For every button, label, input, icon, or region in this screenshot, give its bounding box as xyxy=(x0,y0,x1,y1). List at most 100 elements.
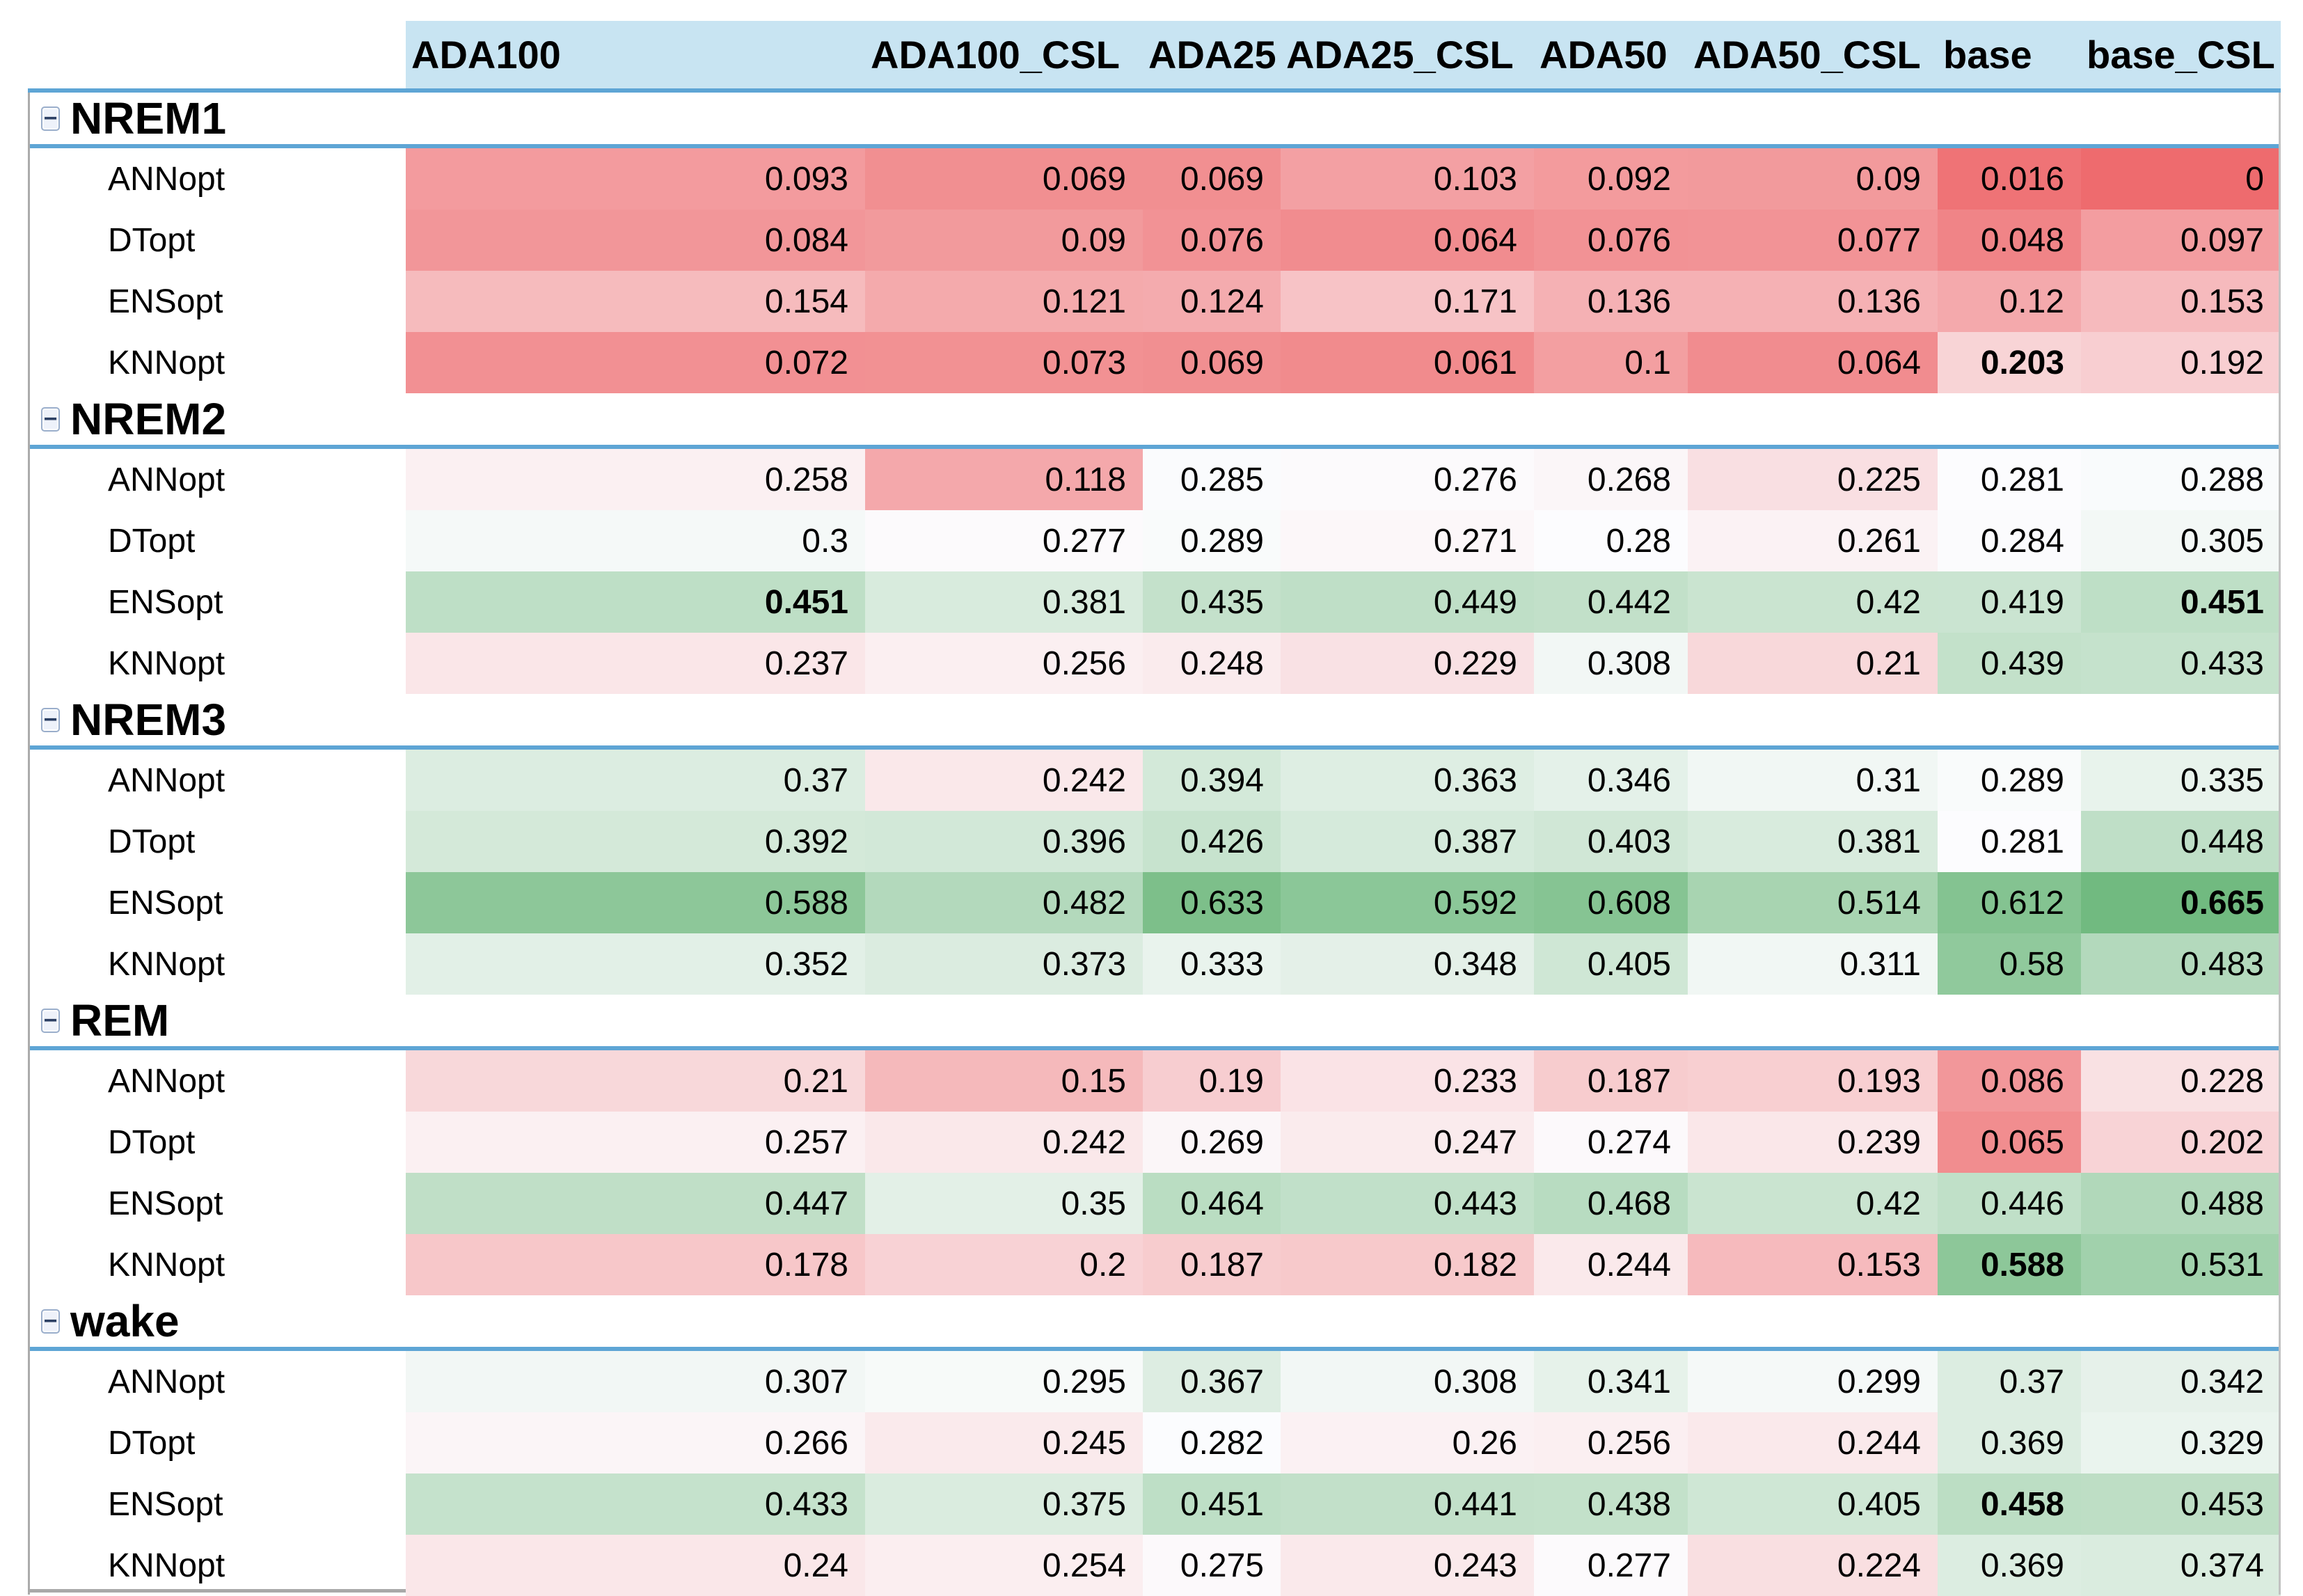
value-cell[interactable]: 0.233 xyxy=(1281,1050,1534,1112)
value-cell[interactable]: 0.285 xyxy=(1143,449,1281,510)
group-row[interactable]: − REM xyxy=(28,995,2281,1046)
value-cell[interactable]: 0.488 xyxy=(2081,1173,2281,1234)
value-cell[interactable]: 0.086 xyxy=(1938,1050,2081,1112)
value-cell[interactable]: 0.24 xyxy=(406,1535,865,1596)
value-cell[interactable]: 0.26 xyxy=(1281,1412,1534,1473)
value-cell[interactable]: 0.37 xyxy=(1938,1351,2081,1412)
value-cell[interactable]: 0.288 xyxy=(2081,449,2281,510)
column-header-base[interactable]: base xyxy=(1938,21,2081,88)
value-cell[interactable]: 0.42 xyxy=(1688,1173,1938,1234)
column-header-base_CSL[interactable]: base_CSL xyxy=(2081,21,2281,88)
value-cell[interactable]: 0.187 xyxy=(1534,1050,1688,1112)
value-cell[interactable]: 0.15 xyxy=(865,1050,1143,1112)
column-header-ADA25[interactable]: ADA25 xyxy=(1143,21,1281,88)
value-cell[interactable]: 0.426 xyxy=(1143,811,1281,872)
value-cell[interactable]: 0.21 xyxy=(1688,633,1938,694)
value-cell[interactable]: 0.281 xyxy=(1938,449,2081,510)
row-label[interactable]: KNNopt xyxy=(28,633,406,694)
value-cell[interactable]: 0.2 xyxy=(865,1234,1143,1295)
group-row[interactable]: − wake xyxy=(28,1295,2281,1347)
group-row[interactable]: − NREM1 xyxy=(28,93,2281,144)
value-cell[interactable]: 0 xyxy=(2081,148,2281,210)
value-cell[interactable]: 0.458 xyxy=(1938,1473,2081,1535)
value-cell[interactable]: 0.247 xyxy=(1281,1112,1534,1173)
value-cell[interactable]: 0.276 xyxy=(1281,449,1534,510)
column-header-ADA100_CSL[interactable]: ADA100_CSL xyxy=(865,21,1143,88)
row-label[interactable]: DTopt xyxy=(28,1112,406,1173)
value-cell[interactable]: 0.58 xyxy=(1938,933,2081,995)
value-cell[interactable]: 0.468 xyxy=(1534,1173,1688,1234)
value-cell[interactable]: 0.346 xyxy=(1534,750,1688,811)
row-label[interactable]: KNNopt xyxy=(28,332,406,393)
row-label[interactable]: KNNopt xyxy=(28,933,406,995)
value-cell[interactable]: 0.065 xyxy=(1938,1112,2081,1173)
value-cell[interactable]: 0.441 xyxy=(1281,1473,1534,1535)
value-cell[interactable]: 0.266 xyxy=(406,1412,865,1473)
value-cell[interactable]: 0.392 xyxy=(406,811,865,872)
value-cell[interactable]: 0.37 xyxy=(406,750,865,811)
value-cell[interactable]: 0.269 xyxy=(1143,1112,1281,1173)
value-cell[interactable]: 0.375 xyxy=(865,1473,1143,1535)
value-cell[interactable]: 0.093 xyxy=(406,148,865,210)
value-cell[interactable]: 0.202 xyxy=(2081,1112,2281,1173)
value-cell[interactable]: 0.237 xyxy=(406,633,865,694)
value-cell[interactable]: 0.21 xyxy=(406,1050,865,1112)
value-cell[interactable]: 0.396 xyxy=(865,811,1143,872)
row-label[interactable]: ENSopt xyxy=(28,271,406,332)
value-cell[interactable]: 0.154 xyxy=(406,271,865,332)
row-label[interactable]: DTopt xyxy=(28,811,406,872)
column-header-ADA50_CSL[interactable]: ADA50_CSL xyxy=(1688,21,1938,88)
value-cell[interactable]: 0.295 xyxy=(865,1351,1143,1412)
value-cell[interactable]: 0.373 xyxy=(865,933,1143,995)
value-cell[interactable]: 0.097 xyxy=(2081,210,2281,271)
value-cell[interactable]: 0.242 xyxy=(865,750,1143,811)
value-cell[interactable]: 0.182 xyxy=(1281,1234,1534,1295)
value-cell[interactable]: 0.256 xyxy=(1534,1412,1688,1473)
value-cell[interactable]: 0.171 xyxy=(1281,271,1534,332)
value-cell[interactable]: 0.446 xyxy=(1938,1173,2081,1234)
value-cell[interactable]: 0.42 xyxy=(1688,571,1938,633)
value-cell[interactable]: 0.592 xyxy=(1281,872,1534,933)
row-label[interactable]: ENSopt xyxy=(28,571,406,633)
value-cell[interactable]: 0.076 xyxy=(1143,210,1281,271)
group-row[interactable]: − NREM3 xyxy=(28,694,2281,745)
value-cell[interactable]: 0.442 xyxy=(1534,571,1688,633)
value-cell[interactable]: 0.531 xyxy=(2081,1234,2281,1295)
value-cell[interactable]: 0.258 xyxy=(406,449,865,510)
value-cell[interactable]: 0.341 xyxy=(1534,1351,1688,1412)
value-cell[interactable]: 0.224 xyxy=(1688,1535,1938,1596)
value-cell[interactable]: 0.433 xyxy=(2081,633,2281,694)
value-cell[interactable]: 0.178 xyxy=(406,1234,865,1295)
value-cell[interactable]: 0.243 xyxy=(1281,1535,1534,1596)
row-label[interactable]: KNNopt xyxy=(28,1234,406,1295)
value-cell[interactable]: 0.072 xyxy=(406,332,865,393)
value-cell[interactable]: 0.064 xyxy=(1281,210,1534,271)
value-cell[interactable]: 0.482 xyxy=(865,872,1143,933)
value-cell[interactable]: 0.348 xyxy=(1281,933,1534,995)
value-cell[interactable]: 0.084 xyxy=(406,210,865,271)
value-cell[interactable]: 0.048 xyxy=(1938,210,2081,271)
value-cell[interactable]: 0.483 xyxy=(2081,933,2281,995)
value-cell[interactable]: 0.438 xyxy=(1534,1473,1688,1535)
value-cell[interactable]: 0.076 xyxy=(1534,210,1688,271)
value-cell[interactable]: 0.289 xyxy=(1143,510,1281,571)
value-cell[interactable]: 0.274 xyxy=(1534,1112,1688,1173)
value-cell[interactable]: 0.329 xyxy=(2081,1412,2281,1473)
value-cell[interactable]: 0.257 xyxy=(406,1112,865,1173)
value-cell[interactable]: 0.244 xyxy=(1688,1412,1938,1473)
value-cell[interactable]: 0.118 xyxy=(865,449,1143,510)
value-cell[interactable]: 0.464 xyxy=(1143,1173,1281,1234)
value-cell[interactable]: 0.588 xyxy=(406,872,865,933)
value-cell[interactable]: 0.394 xyxy=(1143,750,1281,811)
value-cell[interactable]: 0.069 xyxy=(1143,148,1281,210)
collapse-button[interactable]: − xyxy=(41,707,60,732)
value-cell[interactable]: 0.192 xyxy=(2081,332,2281,393)
value-cell[interactable]: 0.1 xyxy=(1534,332,1688,393)
value-cell[interactable]: 0.061 xyxy=(1281,332,1534,393)
value-cell[interactable]: 0.136 xyxy=(1688,271,1938,332)
value-cell[interactable]: 0.453 xyxy=(2081,1473,2281,1535)
value-cell[interactable]: 0.333 xyxy=(1143,933,1281,995)
row-label[interactable]: DTopt xyxy=(28,210,406,271)
value-cell[interactable]: 0.381 xyxy=(865,571,1143,633)
row-label[interactable]: DTopt xyxy=(28,510,406,571)
